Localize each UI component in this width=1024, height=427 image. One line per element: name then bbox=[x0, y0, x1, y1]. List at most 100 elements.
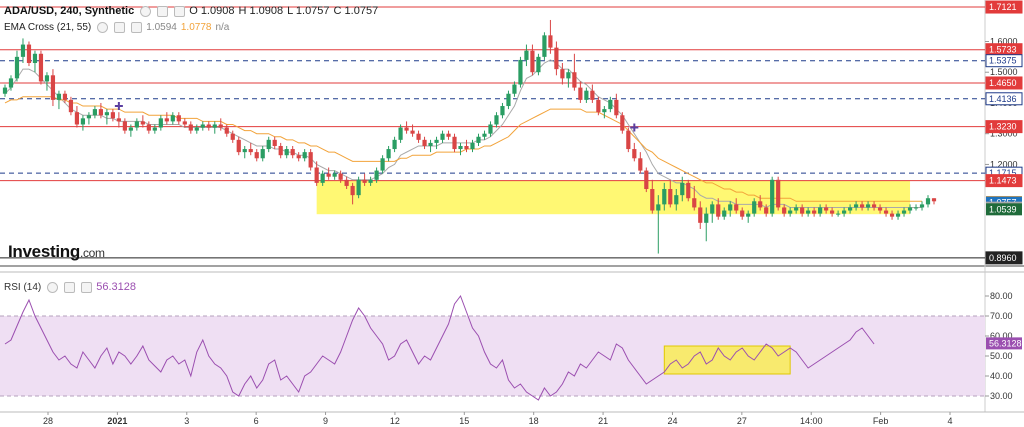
candle-body bbox=[158, 118, 163, 128]
candle-body bbox=[889, 213, 895, 217]
candle-body bbox=[716, 204, 721, 217]
ema-fast-line bbox=[4, 59, 923, 209]
candle-body bbox=[50, 75, 56, 100]
candle-body bbox=[638, 158, 643, 171]
candle-body bbox=[620, 115, 625, 131]
candle-body bbox=[110, 112, 115, 119]
time-tick-label: 3 bbox=[184, 416, 189, 426]
close-icon[interactable] bbox=[81, 281, 93, 293]
candle-body bbox=[853, 204, 859, 208]
ohlc-open: O 1.0908 bbox=[189, 5, 235, 17]
candle-body bbox=[230, 133, 235, 140]
candle-body bbox=[919, 204, 925, 208]
time-tick-label: 12 bbox=[390, 416, 400, 426]
time-tick-label: 9 bbox=[323, 416, 328, 426]
candle-body bbox=[416, 133, 421, 140]
time-tick-label: 28 bbox=[43, 416, 53, 426]
candle-body bbox=[170, 115, 175, 122]
candle-body bbox=[362, 179, 367, 183]
candle-body bbox=[116, 118, 121, 122]
candle-body bbox=[74, 112, 80, 125]
level-tag bbox=[985, 120, 1023, 134]
candle-body bbox=[740, 210, 745, 217]
candle-body bbox=[380, 158, 385, 171]
candle-body bbox=[446, 133, 451, 137]
candle-body bbox=[812, 210, 817, 214]
eye-icon[interactable] bbox=[97, 22, 109, 33]
candle-body bbox=[901, 210, 907, 214]
candle-body bbox=[704, 213, 709, 223]
eye-icon[interactable] bbox=[47, 281, 59, 293]
candle-body bbox=[368, 179, 373, 183]
candle-body bbox=[254, 152, 259, 159]
candle-body bbox=[800, 207, 805, 214]
candle-body bbox=[710, 204, 715, 214]
candle-body bbox=[931, 198, 937, 202]
settings-icon[interactable] bbox=[157, 5, 169, 17]
level-tag-label: 1.4650 bbox=[989, 78, 1017, 88]
time-tick-label: 15 bbox=[459, 416, 469, 426]
candle-body bbox=[356, 179, 361, 196]
candle-body bbox=[913, 207, 919, 209]
level-tag-label: 0.8960 bbox=[989, 253, 1017, 263]
candle-body bbox=[218, 124, 223, 128]
candle-body bbox=[602, 109, 607, 113]
candle-body bbox=[506, 93, 511, 107]
candle-body bbox=[314, 167, 319, 183]
candle-body bbox=[62, 93, 68, 100]
settings-icon[interactable] bbox=[64, 281, 76, 293]
price-tick-label: 1.3000 bbox=[990, 129, 1018, 139]
candle-body bbox=[188, 124, 193, 131]
rsi-label: RSI (14) bbox=[4, 281, 42, 293]
candle-body bbox=[608, 99, 613, 110]
candle-body bbox=[56, 93, 62, 100]
level-tag-label: 1.5733 bbox=[989, 45, 1017, 55]
candle-body bbox=[536, 56, 541, 73]
candle-body bbox=[859, 204, 865, 208]
candle-body bbox=[332, 173, 337, 177]
candle-body bbox=[242, 149, 247, 153]
candle-body bbox=[542, 35, 547, 57]
candle-body bbox=[92, 109, 97, 116]
candle-body bbox=[656, 204, 661, 211]
time-tick-label: 24 bbox=[667, 416, 677, 426]
candle-body bbox=[728, 204, 733, 211]
settings-icon[interactable] bbox=[114, 22, 126, 33]
candle-body bbox=[865, 204, 871, 208]
rsi-tick-label: 50.00 bbox=[990, 351, 1013, 361]
level-tag bbox=[985, 251, 1023, 265]
level-tag bbox=[985, 174, 1023, 188]
candle-body bbox=[224, 127, 229, 134]
candle-body bbox=[794, 207, 799, 211]
candle-body bbox=[344, 179, 349, 186]
level-tag bbox=[985, 92, 1023, 106]
candle-body bbox=[518, 59, 523, 85]
candle-body bbox=[722, 210, 727, 217]
rsi-line bbox=[4, 294, 875, 401]
eye-icon[interactable] bbox=[140, 5, 152, 17]
price-tick-label: 1.6000 bbox=[990, 36, 1018, 46]
candle-body bbox=[98, 109, 103, 116]
candle-body bbox=[44, 75, 50, 82]
candle-body bbox=[674, 195, 679, 205]
candle-body bbox=[374, 170, 379, 180]
level-tag-label: 1.1473 bbox=[989, 176, 1017, 186]
candle-body bbox=[26, 44, 32, 64]
candle-body bbox=[770, 179, 775, 214]
candle-body bbox=[206, 124, 211, 128]
close-icon[interactable] bbox=[131, 22, 143, 33]
candle-body bbox=[410, 130, 415, 134]
rsi-value: 56.3128 bbox=[96, 281, 136, 293]
candle-body bbox=[494, 115, 499, 125]
candle-body bbox=[32, 53, 38, 64]
candle-body bbox=[2, 87, 8, 94]
candle-body bbox=[140, 121, 145, 125]
highlight-zone bbox=[316, 180, 911, 215]
rsi-tick-label: 60.00 bbox=[990, 331, 1013, 341]
candle-body bbox=[296, 155, 301, 159]
close-icon[interactable] bbox=[174, 5, 186, 17]
ohlc-low: L 1.0757 bbox=[287, 5, 330, 17]
level-tag bbox=[985, 0, 1023, 14]
candle-body bbox=[752, 201, 757, 214]
rsi-highlight-zone bbox=[663, 345, 791, 375]
